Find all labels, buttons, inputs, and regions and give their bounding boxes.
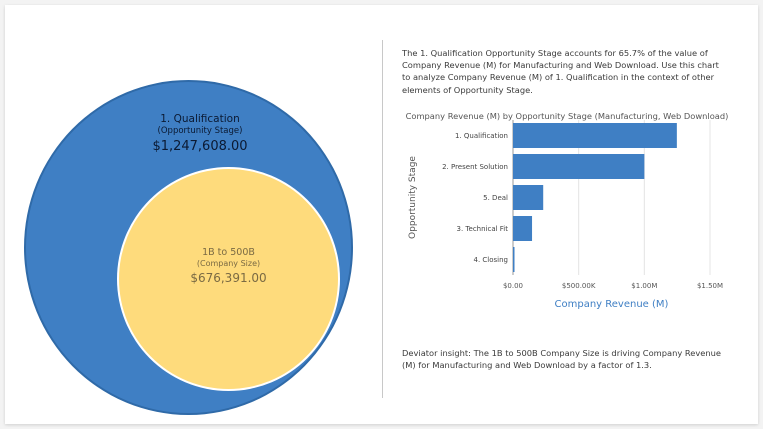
category-label: 4. Closing: [474, 256, 509, 264]
inner-ellipse-subtitle: (Company Size): [196, 259, 261, 268]
bar: [513, 216, 533, 241]
category-label: 3. Technical Fit: [457, 225, 509, 233]
x-axis-title: Company Revenue (M): [555, 299, 669, 310]
x-tick-label: $0.00: [503, 282, 523, 290]
deviator-insight: Deviator insight: The 1B to 500B Company…: [402, 348, 722, 371]
x-tick-label: $1.50M: [697, 282, 723, 290]
category-label: 2. Present Solution: [442, 163, 508, 171]
x-tick-label: $1.00M: [631, 282, 657, 290]
insight-description: The 1. Qualification Opportunity Stage a…: [402, 48, 719, 95]
bar-chart: $0.00 $500.00K $1.00M $1.50M 1. Qualificatio…: [408, 120, 723, 310]
bar: [513, 185, 544, 210]
bar: [513, 247, 515, 272]
bar: [513, 123, 677, 148]
x-tick-label: $500.00K: [562, 282, 596, 290]
outer-ellipse-value: $1,247,608.00: [152, 139, 248, 154]
inner-ellipse-value: $676,391.00: [190, 271, 267, 285]
outer-ellipse-title: 1. Qualification: [160, 113, 240, 125]
outer-ellipse-label: 1. Qualification (Opportunity Stage) $1,…: [120, 113, 280, 156]
inner-ellipse-title: 1B to 500B: [202, 247, 255, 258]
outer-ellipse-subtitle: (Opportunity Stage): [157, 126, 243, 136]
category-label: 1. Qualification: [455, 132, 508, 140]
company-size-ellipse[interactable]: 1B to 500B (Company Size) $676,391.00: [117, 167, 340, 391]
y-axis-title: Opportunity Stage: [408, 156, 418, 239]
inner-ellipse-label: 1B to 500B (Company Size) $676,391.00: [119, 247, 338, 287]
category-label: 5. Deal: [483, 194, 508, 202]
panel-divider: [382, 40, 383, 398]
chart-title: Company Revenue (M) by Opportunity Stage…: [405, 111, 729, 121]
bar: [513, 154, 645, 179]
